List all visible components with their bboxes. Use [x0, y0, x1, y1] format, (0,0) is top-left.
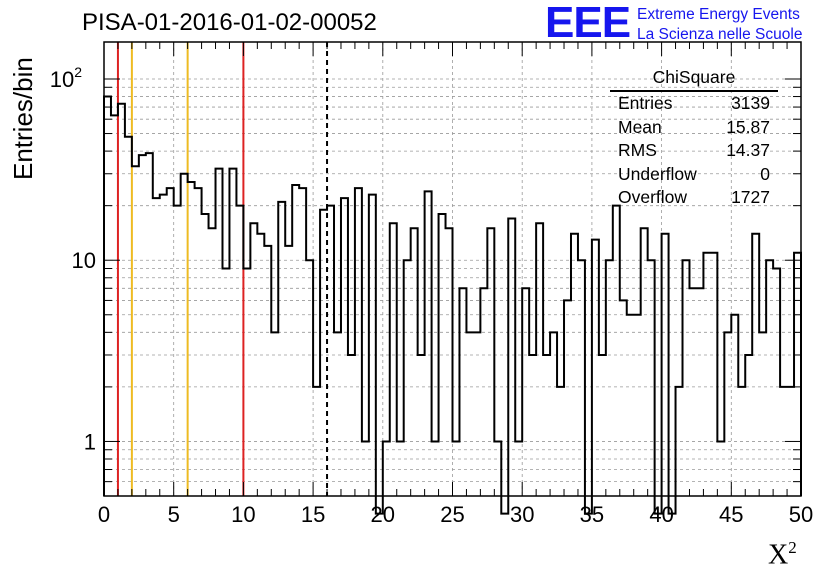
x-axis-label: X2 — [768, 538, 797, 571]
logo-line-1: Extreme Energy Events — [637, 6, 800, 23]
stats-value: 0 — [760, 163, 770, 184]
axis-tick-labels: 0 5 10 15 20 25 30 35 40 45 50 1 10 102 — [50, 64, 814, 527]
stats-value: 1727 — [731, 187, 770, 207]
logo-line-2: La Scienza nelle Scuole — [637, 26, 803, 43]
axis-ticks — [103, 42, 802, 497]
y-axis-label: Entries/bin — [8, 57, 38, 180]
x-tick-label: 35 — [580, 502, 604, 527]
stats-label: Underflow — [618, 163, 697, 184]
stats-row-mean: Mean 15.87 — [610, 116, 778, 140]
x-axis-superscript: 2 — [788, 538, 797, 557]
stats-row-rms: RMS 14.37 — [610, 139, 778, 163]
stats-value: 14.37 — [726, 140, 770, 160]
eee-logo: EEE Extreme Energy Events La Scienza nel… — [545, 0, 836, 48]
y-tick-label: 102 — [50, 64, 82, 92]
stats-label: Entries — [618, 93, 673, 113]
reference-lines — [116, 42, 329, 496]
y-tick-label: 1 — [84, 429, 96, 454]
stats-value: 15.87 — [726, 116, 770, 137]
x-tick-label: 10 — [231, 502, 255, 527]
logo-mark: EEE — [545, 0, 631, 47]
stats-row-entries: Entries 3139 — [610, 92, 778, 116]
histogram-step-line — [103, 95, 802, 515]
stats-label: Overflow — [618, 187, 688, 207]
x-tick-label: 50 — [789, 502, 813, 527]
x-tick-label: 30 — [510, 502, 534, 527]
x-tick-label: 25 — [440, 502, 464, 527]
stats-title: ChiSquare — [610, 66, 778, 92]
stats-box: ChiSquare Entries 3139 Mean 15.87 RMS 14… — [610, 66, 778, 210]
x-tick-label: 40 — [649, 502, 673, 527]
x-tick-label: 45 — [719, 502, 743, 527]
stats-label: RMS — [618, 140, 657, 160]
stats-row-underflow: Underflow 0 — [610, 163, 778, 187]
x-tick-label: 5 — [168, 502, 180, 527]
x-tick-label: 0 — [98, 502, 110, 527]
stats-label: Mean — [618, 116, 662, 137]
stats-row-overflow: Overflow 1727 — [610, 186, 778, 210]
x-tick-label: 20 — [371, 502, 395, 527]
x-axis-symbol: X — [768, 539, 789, 571]
x-tick-label: 15 — [301, 502, 325, 527]
stats-value: 3139 — [731, 93, 770, 113]
chart-title: PISA-01-2016-01-02-00052 — [82, 9, 377, 36]
y-tick-label: 10 — [72, 248, 96, 273]
